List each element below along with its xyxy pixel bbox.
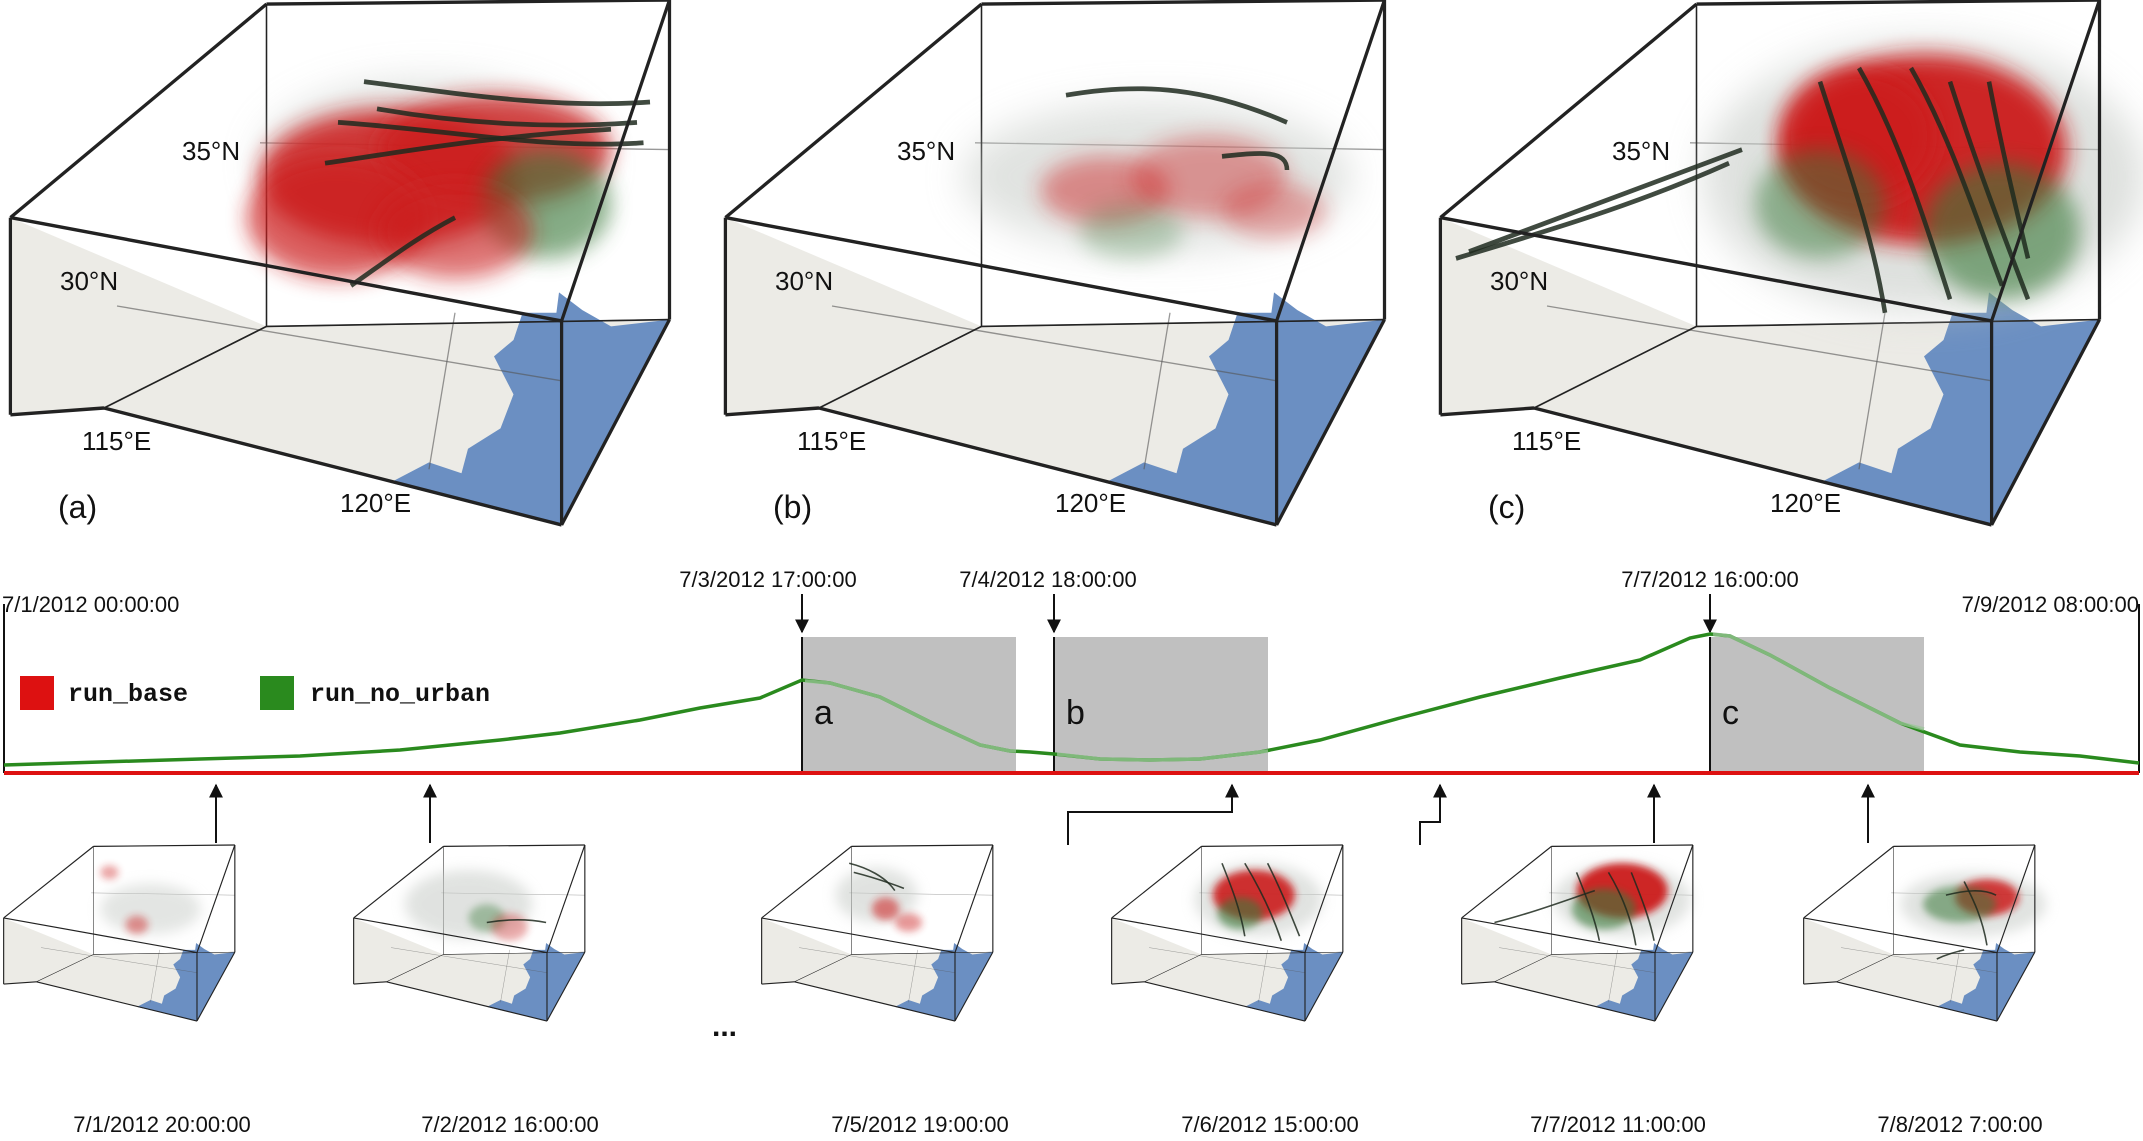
thumbnail-2: [353, 844, 586, 1022]
window-label-a: a: [814, 694, 833, 732]
panel-b: 35°N 30°N 115°E 120°E (b): [723, 0, 1387, 527]
thumbnail-4: [1111, 844, 1344, 1022]
lat-35-label: 35°N: [182, 136, 240, 166]
thumbnail-time-6: 7/8/2012 7:00:00: [1877, 1112, 2042, 1137]
thumbnail-time-3: 7/5/2012 19:00:00: [831, 1112, 1008, 1137]
window-box-b: [1054, 637, 1268, 773]
ocean-surface: [1244, 943, 1343, 1022]
thumbnail-time-5: 7/7/2012 11:00:00: [1530, 1112, 1706, 1137]
panel-tag: (b): [773, 489, 812, 525]
timeline: a b c 7/1/2012 00:00:00 7/9/2012 08:00:0…: [2, 567, 2140, 845]
ocean-surface: [1820, 292, 2100, 525]
timeline-start-label: 7/1/2012 00:00:00: [2, 592, 179, 617]
marker-label-c: 7/7/2012 16:00:00: [1621, 567, 1798, 592]
ocean-surface: [1594, 943, 1693, 1022]
lat-35-label: 35°N: [897, 136, 955, 166]
panel-tag: (a): [58, 489, 97, 525]
ellipsis: ...: [712, 1010, 737, 1043]
lon-120-label: 120°E: [340, 488, 411, 518]
thumbnail-time-4: 7/6/2012 15:00:00: [1181, 1112, 1358, 1137]
legend-label-run-no-urban: run_no_urban: [310, 680, 490, 709]
thumbnail-time-1: 7/1/2012 20:00:00: [73, 1112, 250, 1137]
storm-volume: [100, 865, 201, 934]
panel-a: 35°N 30°N 115°E 120°E (a): [8, 0, 672, 527]
legend: run_base run_no_urban: [20, 676, 490, 710]
lat-35-label: 35°N: [1612, 136, 1670, 166]
window-box-c: [1710, 637, 1924, 773]
ocean-surface: [390, 292, 670, 525]
lon-120-label: 120°E: [1770, 488, 1841, 518]
storm-volume: [1494, 863, 1691, 946]
ocean-surface: [486, 943, 585, 1022]
window-label-b: b: [1066, 694, 1085, 732]
ocean-surface: [136, 943, 235, 1022]
marker-label-b: 7/4/2012 18:00:00: [959, 567, 1136, 592]
lon-115-label: 115°E: [797, 426, 866, 456]
lon-115-label: 115°E: [82, 426, 151, 456]
storm-volume: [404, 870, 547, 941]
lat-30-label: 30°N: [1490, 266, 1548, 296]
window-box-a: [802, 637, 1016, 773]
ocean-surface: [894, 943, 993, 1022]
storm-volume: [246, 79, 651, 288]
thumbnail-1: [3, 844, 236, 1022]
ocean-surface: [1936, 943, 2035, 1022]
lon-115-label: 115°E: [1512, 426, 1581, 456]
legend-swatch-run-no-urban: [260, 676, 294, 710]
legend-label-run-base: run_base: [68, 680, 188, 709]
thumbnail-5: [1461, 844, 1694, 1022]
window-label-c: c: [1722, 694, 1739, 732]
ocean-surface: [1105, 292, 1385, 525]
panel-c: 35°N 30°N 115°E 120°E (c): [1438, 0, 2143, 527]
storm-volume: [1900, 872, 2047, 960]
storm-volume: [1455, 40, 2143, 314]
storm-volume: [962, 86, 1352, 259]
storm-volume: [835, 862, 923, 932]
lon-120-label: 120°E: [1055, 488, 1126, 518]
legend-swatch-run-base: [20, 676, 54, 710]
timeline-end-label: 7/9/2012 08:00:00: [1962, 592, 2139, 617]
thumbnail-6: [1803, 844, 2047, 1022]
thumbnail-time-2: 7/2/2012 16:00:00: [421, 1112, 598, 1137]
thumbnail-3: [761, 844, 994, 1022]
storm-volume: [1194, 862, 1323, 942]
marker-label-a: 7/3/2012 17:00:00: [679, 567, 856, 592]
panel-tag: (c): [1488, 489, 1525, 525]
lat-30-label: 30°N: [775, 266, 833, 296]
lat-30-label: 30°N: [60, 266, 118, 296]
